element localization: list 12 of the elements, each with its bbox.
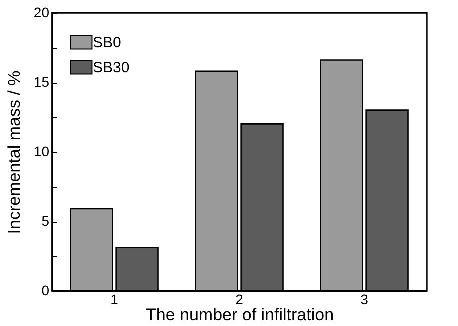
legend-label: SB0 — [93, 34, 122, 52]
x-tick-label: 1 — [110, 292, 119, 308]
legend-label: SB30 — [93, 60, 130, 76]
y-tick-label: 15 — [34, 74, 50, 90]
y-tick-label: 0 — [42, 282, 50, 298]
y-axis-title: Incremental mass / % — [4, 70, 24, 234]
x-tick-label: 2 — [236, 292, 244, 308]
x-axis-title: The number of infiltration — [146, 306, 334, 324]
y-tick-label: 10 — [34, 144, 50, 160]
y-tick-label: 20 — [34, 4, 50, 20]
y-tick-label: 5 — [42, 213, 50, 229]
x-tick-label: 3 — [360, 292, 369, 308]
